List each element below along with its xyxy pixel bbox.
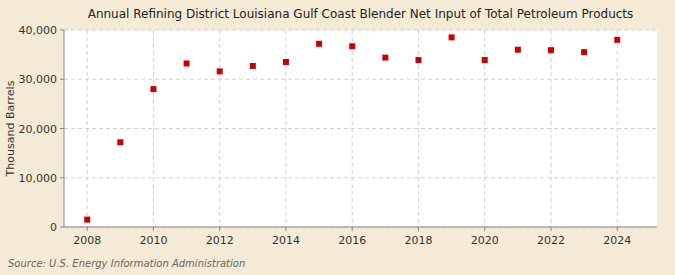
plot-area — [64, 30, 657, 227]
background — [0, 0, 675, 275]
chart: 0 10,000 20,000 30,000 40,000 2008 2010 2012 201… — [0, 0, 675, 275]
point — [250, 63, 256, 69]
x-grid-line — [617, 30, 618, 227]
y-tick — [60, 177, 64, 178]
x-axis-line — [64, 227, 657, 228]
y-grid-line — [64, 79, 657, 80]
x-tick — [87, 227, 88, 231]
y-tick-label: 10,000 — [19, 172, 58, 185]
point — [581, 49, 587, 55]
point — [449, 34, 455, 40]
title: Annual Refining District Louisiana Gulf … — [88, 7, 634, 21]
point — [117, 139, 123, 145]
y-tick-label: 20,000 — [19, 123, 58, 136]
x-tick — [352, 227, 353, 231]
y-grid-line — [64, 177, 657, 178]
x-tick-label: 2020 — [471, 234, 499, 247]
y-axis-line — [64, 30, 65, 227]
point — [515, 47, 521, 53]
x-tick — [219, 227, 220, 231]
y-tick — [60, 128, 64, 129]
y-tick — [60, 227, 64, 228]
points — [84, 34, 620, 222]
x-tick — [418, 227, 419, 231]
y-grid-line — [64, 128, 657, 129]
point — [614, 37, 620, 43]
y-tick — [60, 79, 64, 80]
y-tick-label: 40,000 — [19, 24, 58, 37]
y-grid-line — [64, 30, 657, 31]
point — [548, 47, 554, 53]
grid — [64, 30, 657, 227]
x-tick — [285, 227, 286, 231]
point — [382, 55, 388, 61]
point — [84, 217, 90, 223]
point — [316, 41, 322, 47]
y-tick-label: 0 — [50, 221, 57, 234]
point — [415, 57, 421, 63]
point — [349, 43, 355, 49]
x-grid-line — [550, 30, 551, 227]
point — [184, 60, 190, 66]
y-axis-label: Thousand Barrels — [4, 80, 17, 177]
x-tick-label: 2012 — [206, 234, 234, 247]
x-tick-label: 2014 — [272, 234, 300, 247]
x-grid-line — [352, 30, 353, 227]
x-grid-line — [153, 30, 154, 227]
point — [150, 86, 156, 92]
point — [283, 59, 289, 65]
x-tick — [484, 227, 485, 231]
y-tick-label: 30,000 — [19, 73, 58, 86]
x-grid-line — [87, 30, 88, 227]
x-tick-label: 2010 — [139, 234, 167, 247]
x-tick-label: 2024 — [603, 234, 631, 247]
x-tick — [617, 227, 618, 231]
chart-container: 0 10,000 20,000 30,000 40,000 2008 2010 2012 201… — [0, 0, 675, 275]
x-grid-line — [219, 30, 220, 227]
point — [482, 57, 488, 63]
x-tick-label: 2018 — [404, 234, 432, 247]
x-tick — [153, 227, 154, 231]
x-tick-label: 2008 — [73, 234, 101, 247]
point — [217, 68, 223, 74]
x-tick — [550, 227, 551, 231]
y-grid-line — [64, 227, 657, 228]
source: Source: U.S. Energy Information Administ… — [8, 258, 245, 269]
x-tick-label: 2016 — [338, 234, 366, 247]
axes: 0 10,000 20,000 30,000 40,000 2008 2010 2012 201… — [19, 24, 658, 247]
x-tick-label: 2022 — [537, 234, 565, 247]
y-tick — [60, 30, 64, 31]
